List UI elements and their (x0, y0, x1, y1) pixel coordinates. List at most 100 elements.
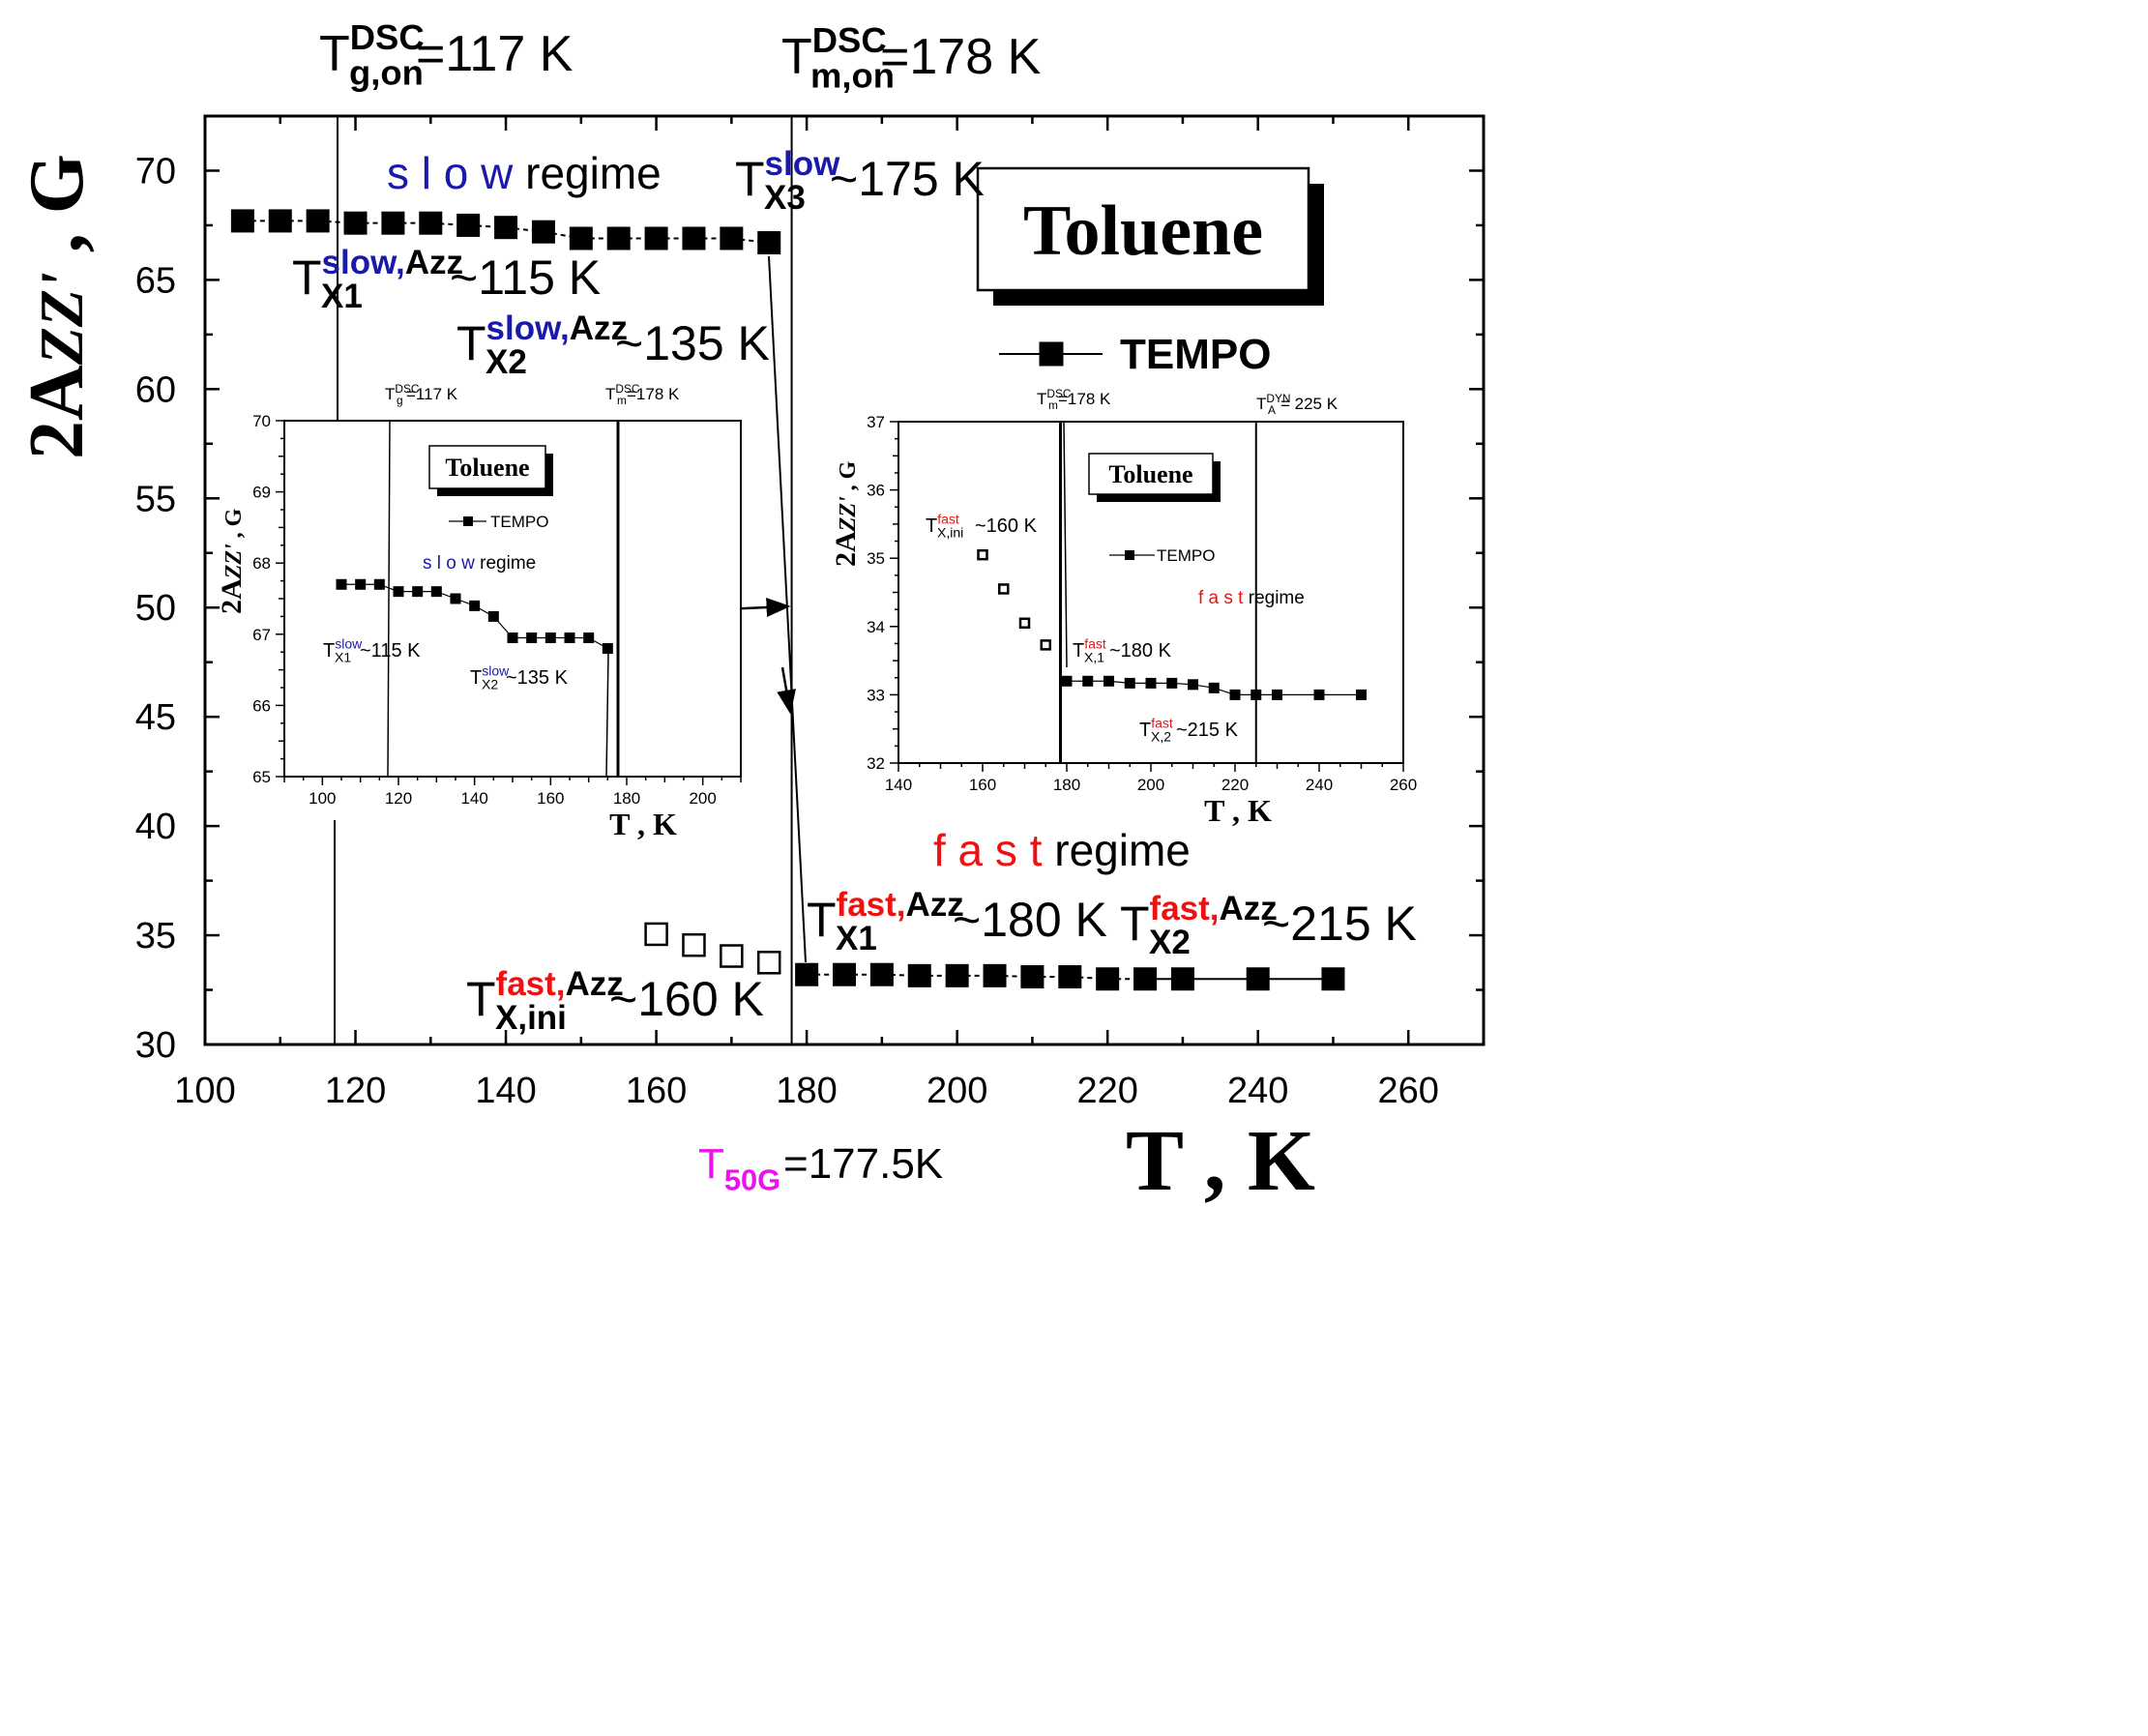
annotation-tx2-slow-part-0: T (456, 316, 486, 370)
main-slow-point (720, 226, 744, 250)
main-slow-point (757, 231, 781, 255)
annotation-tm-top-part-1: DSC (812, 20, 887, 60)
annotation-tx1-fast-part-2: Azz (906, 886, 964, 924)
inset-right-title-text: Toluene (1108, 460, 1192, 488)
inset-left-point (487, 610, 499, 622)
annotation-tx2-fast-part-1: fast, (1150, 890, 1220, 927)
annotation-tx3-slow-part-0: T (735, 152, 765, 206)
inset-right-annotation-ta-part-1: DYN (1266, 392, 1290, 405)
inset-left-point (430, 586, 442, 598)
main-fast-point (907, 963, 931, 987)
main-series-slow-segment (468, 223, 507, 229)
inset-left-y-tick-label: 69 (252, 484, 271, 502)
inset-right-point (1272, 689, 1282, 700)
annotation-tx1-slow-part-4: ~115 K (450, 250, 601, 305)
inset-right-annotation-tx2-part-2: X,2 (1151, 729, 1171, 745)
inset-right-point (1313, 689, 1325, 700)
annotation-tx2-slow-part-2: Azz (570, 309, 628, 347)
main-y-tick-label: 50 (135, 588, 176, 629)
inset-right-y-tick-label: 35 (867, 549, 885, 568)
inset-left-point (526, 632, 538, 643)
inset-left-point (336, 578, 347, 590)
inset-right-point (1229, 689, 1241, 700)
annotation-t50g-part-2: =177.5K (783, 1140, 943, 1188)
inset-right-point (1145, 677, 1157, 689)
inset-left-y-axis-title-part-1: ZZ' (221, 544, 247, 579)
inset-left-annotation-tx1-part-1: slow (335, 636, 363, 652)
inset-right-y-axis-title: 2AZZ' , G (830, 460, 862, 567)
annotation-tx2-slow-part-1: slow, (486, 309, 570, 347)
inset-right-annotation-tm-part-2: m (1048, 398, 1058, 412)
annotation-fast-regime: f a s t regime (933, 825, 1191, 875)
inset-right-initial-point (998, 583, 1010, 595)
inset-left-annotation-slow-regime: s l o w regime (423, 553, 536, 574)
inset-right-annotation-tx1: Tfast X,1 ~180 K (1073, 636, 1172, 665)
main-fast-point (833, 962, 856, 986)
inset-left-annotation-tg: TDSC g =117 K (385, 382, 458, 407)
main-fast-point (795, 962, 819, 986)
inset-right-initial-point (1040, 639, 1051, 651)
inset-left-point (583, 632, 595, 643)
inset-right-point (1082, 675, 1094, 687)
main-fast-point (1096, 967, 1120, 991)
main-slow-point (419, 211, 443, 235)
inset-right-y-tick-label: 32 (867, 754, 885, 773)
main-y-tick-label: 55 (135, 479, 176, 519)
arrow-down-pointer (777, 666, 796, 715)
main-fast-point (983, 963, 1007, 987)
inset-left-annotation-tg-part-0: T (385, 385, 395, 403)
annotation-tx3-slow: Tslow X3 ~175 K (735, 145, 985, 217)
inset-left-point (450, 593, 461, 604)
main-slow-point (531, 220, 555, 244)
inset-right-annotation-tm-part-0: T (1037, 390, 1046, 408)
main-series-slow-segment (731, 237, 770, 245)
inset-right-annotation-txini: Tfast X,ini ~160 K (926, 512, 1038, 541)
inset-right-x-axis-title: T , K (1204, 793, 1272, 828)
main-fast-point (945, 963, 969, 987)
inset-left-y-tick-label: 65 (252, 768, 271, 786)
main-x-tick-label: 160 (626, 1071, 687, 1111)
main-initial-point (644, 922, 668, 947)
annotation-tx1-slow-part-0: T (292, 250, 322, 305)
annotation-t50g-part-1: 50G (724, 1162, 780, 1196)
inset-left-x-tick-label: 180 (613, 789, 640, 808)
main-x-tick-label: 240 (1227, 1071, 1288, 1111)
main-x-tick-label: 260 (1378, 1071, 1439, 1111)
inset-left-point (507, 632, 518, 643)
inset-left-title-box (428, 445, 546, 489)
inset-left-point (355, 578, 367, 590)
inset-left-annotation-tm-part-0: T (605, 385, 615, 403)
annotation-tx1-slow-part-3: X1 (321, 278, 363, 315)
main-y-tick-label: 40 (135, 807, 176, 847)
inset-right-annotation-tm: TDSC m=178 K (1037, 387, 1111, 412)
annotation-slow-regime: s l o w regime (387, 148, 662, 198)
inset-left-y-tick-label: 70 (252, 412, 271, 430)
main-initial-point (720, 944, 744, 968)
annotation-t50g: T50G=177.5K (698, 1140, 943, 1196)
annotation-t50g-part-0: T (698, 1140, 724, 1188)
main-x-tick-label: 120 (325, 1071, 386, 1111)
annotation-tx2-slow: Tslow,Azz X2 ~135 K (456, 309, 770, 381)
annotation-tx2-fast-part-3: X2 (1149, 924, 1191, 961)
main-y-tick-label: 70 (135, 151, 176, 191)
annotation-tx2-slow-part-4: ~135 K (615, 316, 770, 370)
main-fast-point (869, 962, 894, 986)
main-y-tick-label: 65 (135, 260, 176, 301)
inset-left-point (544, 632, 556, 643)
inset-right-initial-point (977, 548, 988, 561)
inset-left-annotation-tx2-part-1: slow (482, 663, 510, 679)
annotation-tg-top: TDSC g,on=117 K (319, 17, 574, 92)
main-x-tick-label: 140 (475, 1071, 536, 1111)
inset-left-annotation-slow-regime-part-0: s l o w (423, 553, 475, 574)
inset-left-annotation-tx1-part-0: T (323, 640, 335, 662)
main-y-axis-title-part-2: , G (15, 154, 100, 272)
main-slow-point (456, 213, 481, 237)
main-title-box-text: Toluene (1023, 191, 1263, 271)
inset-right-annotation-tx2-part-0: T (1139, 720, 1151, 741)
arrow-slow-to-fast (768, 255, 807, 963)
main-fast-point (1058, 964, 1082, 988)
inset-left-y-axis-title: 2AZZ' , G (216, 508, 248, 614)
annotation-tg-top-part-1: DSC (350, 17, 425, 57)
inset-right-initial-point (1018, 617, 1031, 630)
main-fast-point (1246, 967, 1270, 991)
